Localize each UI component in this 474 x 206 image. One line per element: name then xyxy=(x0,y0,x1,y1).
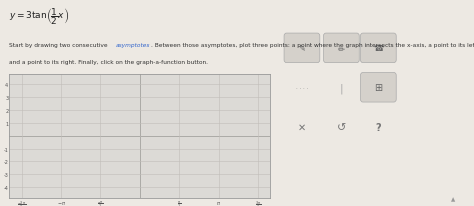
Text: |: | xyxy=(339,83,343,93)
FancyBboxPatch shape xyxy=(284,34,320,63)
Text: ?: ? xyxy=(375,122,381,132)
Text: ✎: ✎ xyxy=(299,44,305,53)
Text: · · · ·: · · · · xyxy=(296,85,308,90)
Text: ▲: ▲ xyxy=(451,196,455,201)
Text: ↺: ↺ xyxy=(337,122,346,132)
FancyBboxPatch shape xyxy=(323,34,359,63)
FancyBboxPatch shape xyxy=(360,73,396,103)
Text: ☎: ☎ xyxy=(373,44,383,53)
Text: asymptotes: asymptotes xyxy=(116,43,151,48)
Text: . Between those asymptotes, plot three points: a point where the graph intersect: . Between those asymptotes, plot three p… xyxy=(151,43,474,48)
Text: ⊞: ⊞ xyxy=(374,83,383,93)
Text: ✕: ✕ xyxy=(298,122,306,132)
Text: and a point to its right. Finally, click on the graph-a-function button.: and a point to its right. Finally, click… xyxy=(9,60,209,65)
FancyBboxPatch shape xyxy=(360,34,396,63)
Text: ✏: ✏ xyxy=(338,44,345,53)
Text: Start by drawing two consecutive: Start by drawing two consecutive xyxy=(9,43,110,48)
Text: $y = 3\tan\!\left(\dfrac{1}{2}x\right)$: $y = 3\tan\!\left(\dfrac{1}{2}x\right)$ xyxy=(9,6,70,27)
